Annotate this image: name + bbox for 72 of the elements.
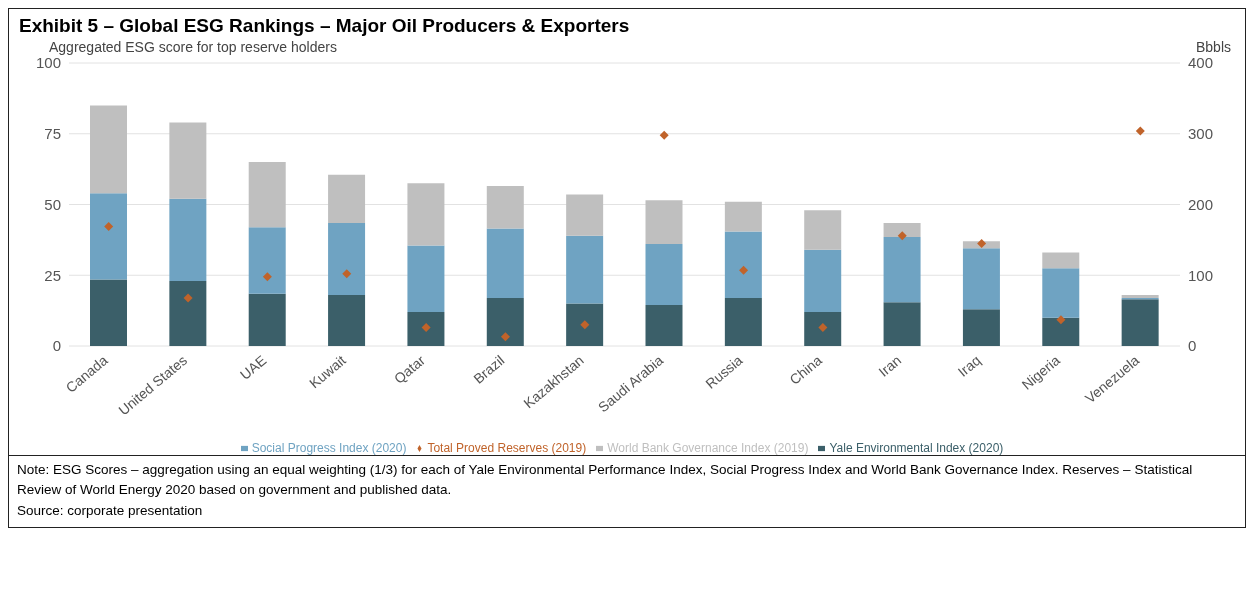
bar	[962, 309, 1000, 346]
bar	[169, 122, 207, 199]
bar	[804, 210, 842, 250]
point	[739, 265, 749, 275]
bar	[169, 280, 207, 346]
y2-axis-title: Bbbls	[1195, 39, 1231, 55]
text: Note: ESG Scores – aggregation using an equal weighting (1/3) for each of Yale Environmental Performance Index, Social Progress Index and World Bank Governance Index. Reserves – Statistical Review of World Energy 2020 based on government and published data.	[17, 461, 1194, 500]
bar	[90, 105, 127, 194]
y2-tick-label: 200	[1188, 195, 1214, 213]
point	[104, 221, 114, 231]
chart-title: Exhibit 5 – Global ESG Rankings – Major Oil Producers & Exporters	[18, 14, 631, 38]
y-tick-label: 75	[44, 125, 61, 143]
bar	[407, 312, 445, 346]
bar	[486, 297, 524, 346]
legend-label: Yale Environmental Index (2020)	[829, 441, 1004, 455]
bar	[486, 186, 524, 229]
bar	[90, 279, 127, 346]
point	[500, 332, 510, 342]
bar	[328, 174, 366, 223]
point	[580, 320, 590, 330]
bar	[90, 193, 127, 280]
bar	[1121, 299, 1159, 346]
bar	[1042, 252, 1080, 269]
y2-tick-label: 400	[1188, 54, 1214, 72]
bar	[248, 162, 286, 228]
bar	[169, 198, 207, 281]
bar	[248, 293, 286, 346]
bar	[883, 302, 921, 346]
bar	[328, 222, 366, 296]
y2-tick-label: 100	[1188, 266, 1214, 284]
bar	[1042, 268, 1080, 318]
bar	[724, 201, 762, 232]
bar	[566, 194, 604, 236]
y-tick-label: 50	[44, 195, 61, 213]
legend-label: World Bank Governance Index (2019)	[607, 441, 809, 455]
point	[183, 293, 193, 303]
point	[1135, 126, 1145, 136]
y-axis-title: Aggregated ESG score for top reserve holders	[49, 39, 337, 55]
bar	[1042, 317, 1080, 346]
point	[897, 231, 907, 241]
x-tick-label: Iran	[875, 352, 905, 380]
bar	[645, 304, 683, 346]
y-tick-label: 25	[44, 266, 61, 284]
bar	[883, 237, 921, 303]
point	[342, 269, 352, 279]
legend-label: Social Progress Index (2020)	[251, 441, 407, 455]
bar	[486, 228, 524, 298]
source-note: Source: corporate presentation	[17, 501, 204, 520]
x-tick-label: Iraq	[954, 352, 984, 380]
point	[262, 272, 272, 282]
bar	[724, 297, 762, 346]
bar	[645, 244, 683, 305]
point	[659, 130, 669, 140]
point	[977, 238, 987, 248]
y-tick-label: 0	[52, 337, 61, 355]
bar	[724, 231, 762, 298]
bar	[804, 312, 842, 346]
bar	[248, 227, 286, 294]
bar	[407, 245, 445, 313]
bar	[566, 235, 604, 304]
bar	[407, 183, 445, 246]
legend-label: Total Proved Reserves (2019)	[427, 441, 587, 455]
bar	[566, 303, 604, 346]
y2-tick-label: 0	[1188, 337, 1197, 355]
bar	[645, 200, 683, 245]
bar	[804, 249, 842, 313]
bar	[328, 295, 366, 346]
point	[1056, 315, 1066, 325]
bar	[883, 222, 921, 238]
bar	[962, 248, 1000, 310]
y2-tick-label: 300	[1188, 125, 1214, 143]
y-tick-label: 100	[35, 54, 61, 72]
